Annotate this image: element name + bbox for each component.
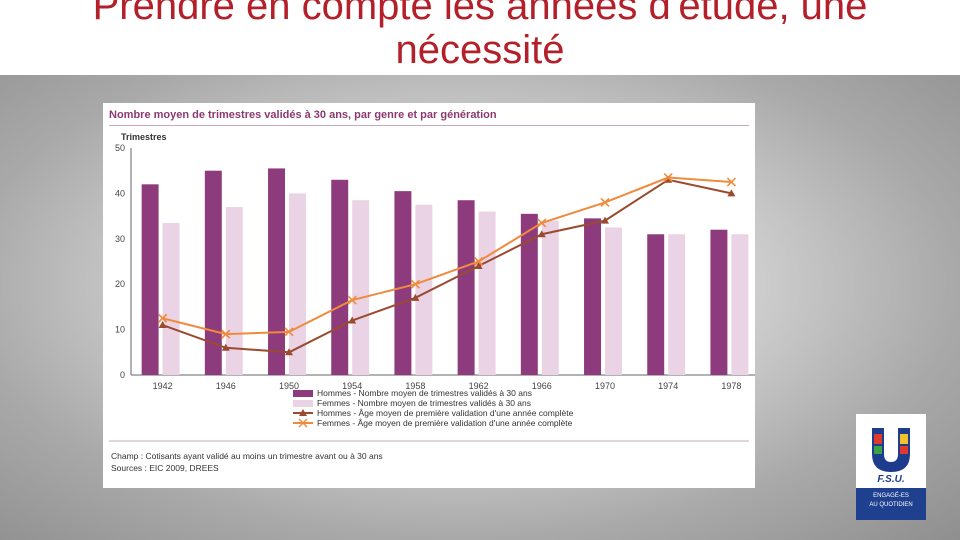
point-femmes-age [284, 327, 294, 337]
chart-svg: TrimestresÂge0102030405018,519,520,521,5… [109, 132, 755, 473]
point-femmes-age [600, 197, 610, 208]
fsu-logo-text: F.S.U. [877, 474, 905, 485]
y-tick-left-label: 10 [115, 325, 125, 335]
chart-title: Nombre moyen de trimestres validés à 30 … [109, 109, 497, 121]
fsu-logo-mark-icon [864, 420, 918, 474]
x-tick-label: 1970 [595, 381, 615, 391]
slide-title: Prendre en compte les années d'étude, un… [0, 0, 960, 72]
x-tick-label: 1954 [342, 381, 362, 391]
fsu-logo: F.S.U. ENGAGÉ-ES AU QUOTIDIEN [856, 414, 926, 520]
point-hommes-age [664, 175, 673, 183]
legend-marker [298, 418, 308, 428]
x-tick-label: 1974 [658, 381, 678, 391]
fsu-logo-tagline-2: AU QUOTIDIEN [869, 502, 913, 508]
point-femmes-age [663, 172, 673, 183]
point-femmes-age [726, 177, 736, 187]
point-femmes-age [474, 256, 484, 267]
point-hommes-age [221, 343, 230, 351]
point-hommes-age [601, 216, 609, 224]
slide-title-line-2: nécessité [395, 28, 565, 72]
y-axis-left-label: Trimestres [121, 132, 167, 142]
line-femmes-age [162, 176, 732, 336]
bar-femmes [605, 227, 622, 375]
y-tick-left-label: 20 [115, 279, 125, 289]
bar-hommes [584, 218, 601, 375]
x-tick-label: 1958 [405, 381, 425, 391]
fsu-logo-tagline-1: ENGAGÉ-ES [873, 493, 909, 499]
legend-swatch [293, 390, 313, 397]
chart-panel: Nombre moyen de trimestres validés à 30 … [103, 103, 755, 488]
y-tick-left-label: 0 [120, 370, 125, 380]
bar-hommes [457, 200, 475, 375]
line-hommes-age [162, 178, 732, 354]
chart-title-separator [109, 125, 749, 126]
point-femmes-age [221, 329, 231, 339]
note-sources: Sources : EIC 2009, DREES [111, 463, 219, 473]
legend-marker [299, 409, 307, 416]
x-tick-label: 1962 [469, 381, 489, 391]
bar-hommes [204, 170, 222, 375]
x-tick-label: 1946 [216, 381, 236, 391]
bar-hommes [394, 191, 412, 375]
bar-hommes [520, 213, 538, 375]
point-hommes-age [411, 293, 420, 301]
x-tick-label: 1978 [721, 381, 741, 391]
bar-femmes [478, 211, 496, 375]
bar-hommes [268, 168, 285, 375]
legend-label: Femmes - Âge moyen de première validatio… [317, 418, 573, 428]
x-tick-label: 1950 [279, 381, 299, 391]
point-hommes-age [537, 230, 546, 238]
bar-femmes [352, 200, 370, 375]
bar-femmes [541, 220, 559, 375]
x-tick-label: 1942 [153, 381, 173, 391]
fsu-logo-tagline: ENGAGÉ-ES AU QUOTIDIEN [856, 488, 926, 520]
bar-hommes [647, 234, 665, 375]
point-femmes-age [537, 218, 547, 228]
legend-swatch [293, 400, 313, 407]
slide-title-line-1: Prendre en compte les années d'étude, un… [92, 0, 868, 28]
bar-femmes [731, 234, 749, 375]
bar-femmes [668, 234, 686, 375]
legend-label: Hommes - Nombre moyen de trimestres vali… [317, 388, 532, 398]
point-hommes-age [285, 348, 293, 356]
y-tick-left-label: 50 [115, 143, 125, 153]
note-champ: Champ : Cotisants ayant validé au moins … [111, 451, 383, 461]
y-tick-left-label: 40 [115, 188, 125, 198]
point-hommes-age [158, 321, 167, 329]
bar-hommes [710, 229, 728, 375]
point-femmes-age [158, 313, 168, 323]
legend-label: Hommes - Âge moyen de première validatio… [317, 408, 574, 418]
point-hommes-age [348, 316, 357, 324]
bar-hommes [331, 179, 349, 375]
bar-hommes [141, 184, 159, 375]
x-tick-label: 1966 [532, 381, 552, 391]
point-hommes-age [474, 262, 483, 270]
point-femmes-age [410, 279, 420, 289]
bar-femmes [415, 204, 433, 375]
point-hommes-age [727, 189, 736, 197]
y-tick-left-label: 30 [115, 234, 125, 244]
point-femmes-age [347, 295, 357, 305]
bar-femmes [162, 222, 180, 375]
legend-label: Femmes - Nombre moyen de trimestres vali… [317, 398, 531, 408]
